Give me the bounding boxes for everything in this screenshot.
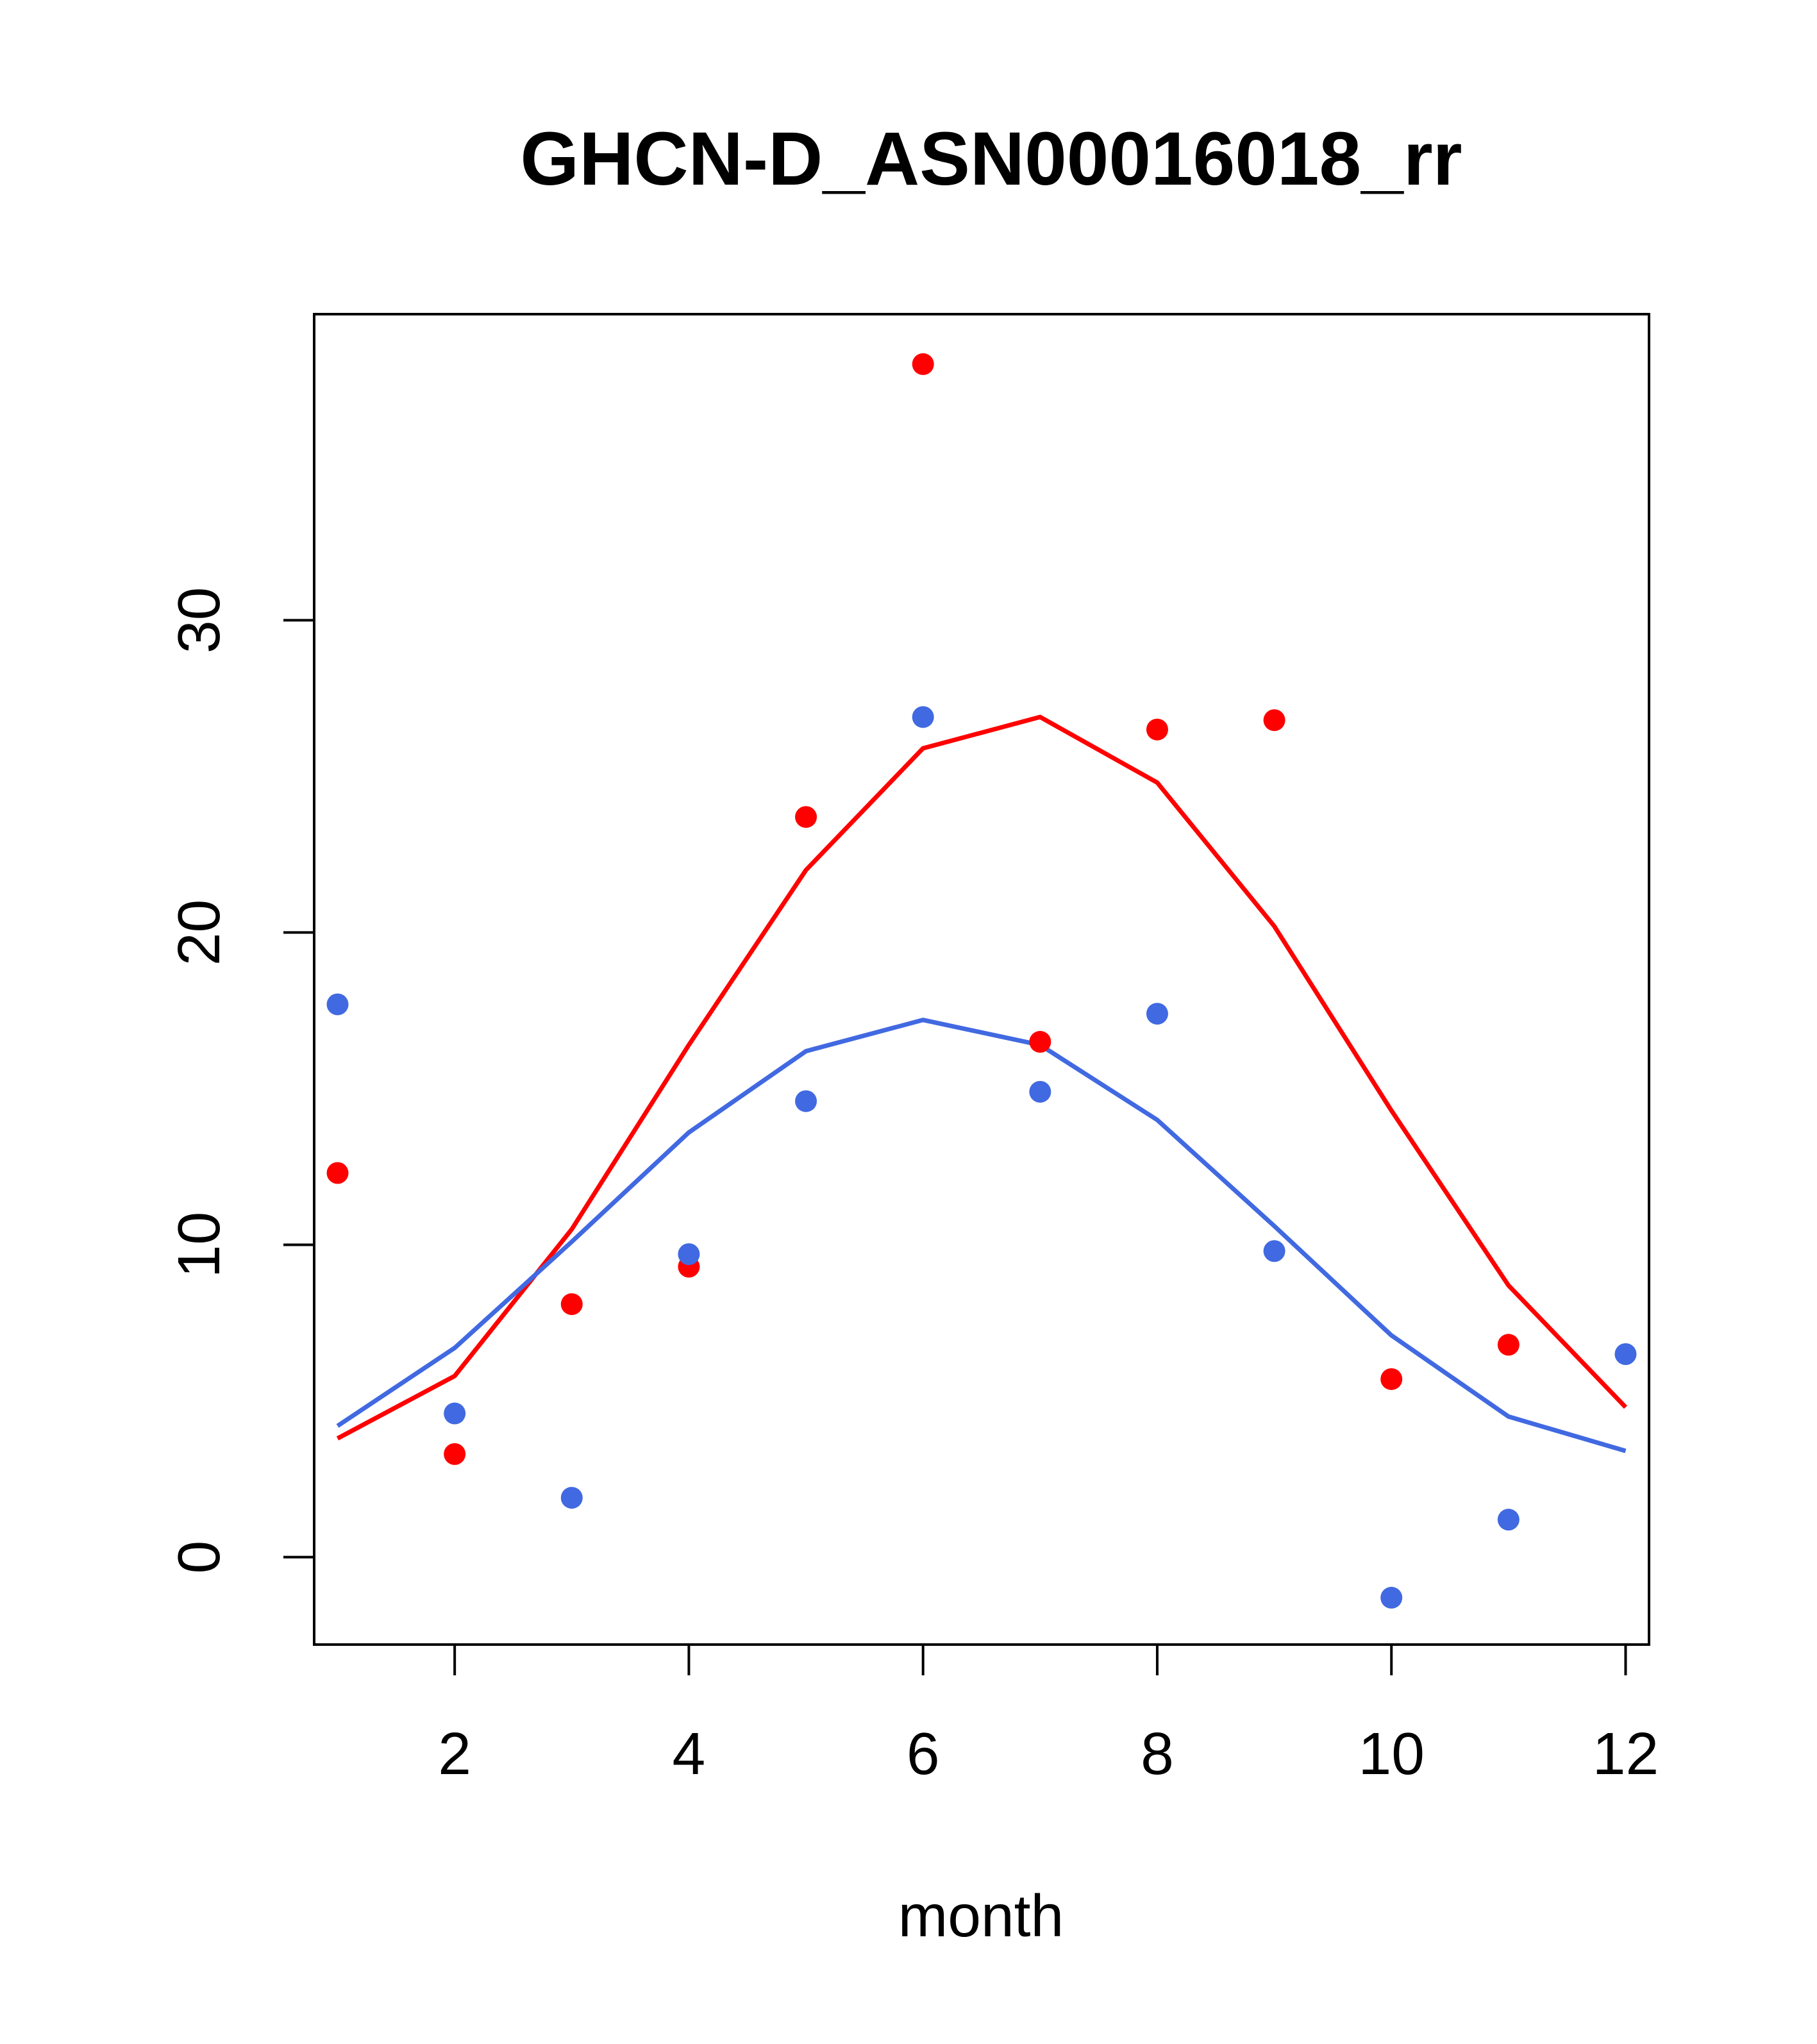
data-point-series-0 [560,1293,583,1316]
data-point-series-0 [1263,709,1285,732]
x-tick-label: 4 [673,1720,706,1787]
y-axis: 0 10 20 30 [165,587,315,1574]
data-point-series-1 [1263,1240,1285,1262]
x-tick-label: 12 [1593,1720,1659,1787]
data-point-series-1 [1380,1586,1403,1609]
data-point-series-1 [912,706,934,728]
x-tick-label: 8 [1141,1720,1174,1787]
series-points [326,353,1637,1609]
y-tick-label: 20 [165,900,232,966]
data-point-series-0 [1029,1030,1051,1053]
data-point-series-0 [326,1162,349,1184]
data-point-series-1 [560,1487,583,1509]
x-axis: 2 4 6 8 10 12 [438,1643,1659,1787]
data-point-series-0 [1146,718,1168,741]
data-point-series-1 [678,1243,700,1266]
x-tick-label: 6 [907,1720,940,1787]
data-point-series-0 [444,1443,466,1465]
data-point-series-0 [1380,1368,1403,1390]
data-point-series-0 [1497,1334,1520,1356]
data-point-series-0 [912,353,934,375]
x-axis-label: month [898,1882,1064,1949]
series-line-3 [336,1018,1627,1453]
y-tick-label: 30 [165,587,232,653]
data-point-series-1 [326,993,349,1016]
data-point-series-0 [795,806,817,828]
data-point-series-1 [1146,1003,1168,1025]
data-point-series-1 [795,1090,817,1112]
series-line-2 [336,714,1628,1441]
data-point-series-1 [1614,1343,1637,1366]
y-tick-label: 10 [165,1212,232,1278]
series-lines [336,714,1628,1453]
y-tick-label: 0 [165,1541,232,1574]
data-point-series-1 [1497,1509,1520,1531]
data-point-series-1 [444,1402,466,1425]
chart-title: GHCN-D_ASN00016018_rr [520,117,1462,201]
x-tick-label: 2 [438,1720,471,1787]
x-tick-label: 10 [1358,1720,1424,1787]
data-point-series-1 [1029,1080,1051,1103]
